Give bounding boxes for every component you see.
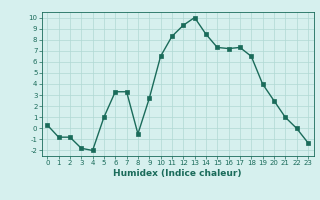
X-axis label: Humidex (Indice chaleur): Humidex (Indice chaleur)	[113, 169, 242, 178]
